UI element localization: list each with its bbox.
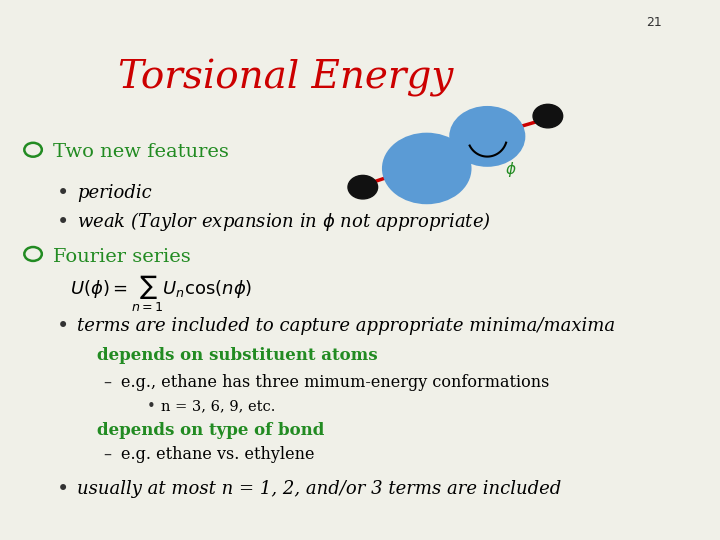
Circle shape <box>450 107 524 166</box>
Text: •: • <box>57 316 69 336</box>
Text: •: • <box>57 183 69 202</box>
Circle shape <box>348 176 377 199</box>
Text: •: • <box>57 479 69 499</box>
Text: $U(\phi) = \sum_{n=1} U_n \cos(n\phi)$: $U(\phi) = \sum_{n=1} U_n \cos(n\phi)$ <box>70 274 253 314</box>
Text: depends on type of bond: depends on type of bond <box>97 422 325 439</box>
Text: 21: 21 <box>647 16 662 29</box>
Text: Torsional Energy: Torsional Energy <box>118 59 453 97</box>
Text: Two new features: Two new features <box>53 144 229 161</box>
Text: depends on substituent atoms: depends on substituent atoms <box>97 347 377 364</box>
Text: usually at most n = 1, 2, and/or 3 terms are included: usually at most n = 1, 2, and/or 3 terms… <box>77 480 561 498</box>
Text: –: – <box>103 447 111 462</box>
Text: n = 3, 6, 9, etc.: n = 3, 6, 9, etc. <box>161 399 275 413</box>
Text: •: • <box>146 399 156 414</box>
Text: •: • <box>57 212 69 232</box>
Text: $\phi$: $\phi$ <box>505 160 517 179</box>
Circle shape <box>383 134 470 203</box>
Circle shape <box>533 104 562 128</box>
Text: terms are included to capture appropriate minima/maxima: terms are included to capture appropriat… <box>77 317 615 335</box>
Text: Fourier series: Fourier series <box>53 248 191 266</box>
Text: periodic: periodic <box>77 184 151 201</box>
Text: weak (Taylor expansion in $\phi$ not appropriate): weak (Taylor expansion in $\phi$ not app… <box>77 211 491 233</box>
Text: e.g. ethane vs. ethylene: e.g. ethane vs. ethylene <box>120 446 314 463</box>
Text: –: – <box>103 375 111 390</box>
Text: e.g., ethane has three mimum-energy conformations: e.g., ethane has three mimum-energy conf… <box>120 374 549 391</box>
